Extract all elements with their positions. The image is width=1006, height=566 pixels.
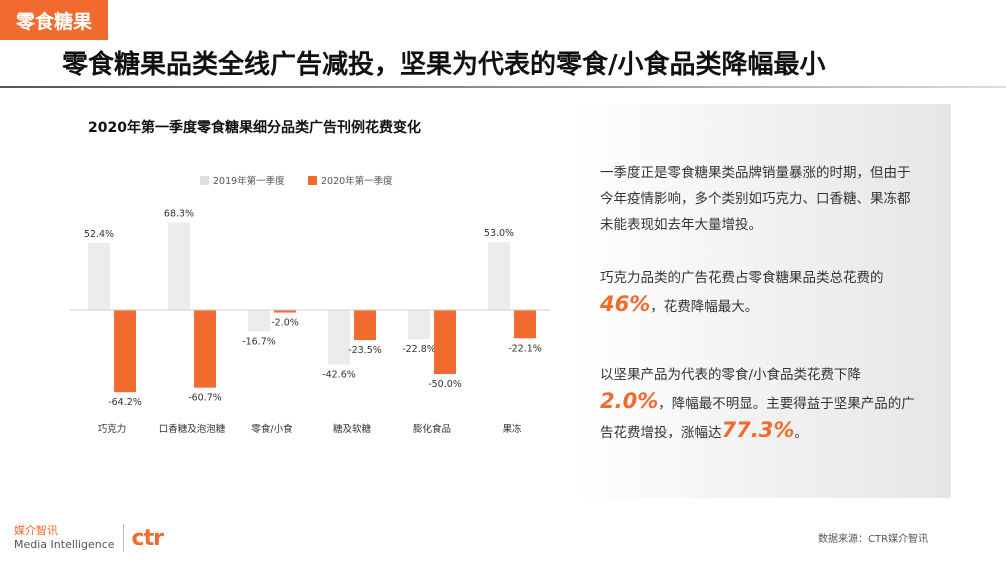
category-label-1: 口香糖及泡泡糖	[159, 423, 226, 435]
data-label-s0-2: -16.7%	[242, 336, 276, 347]
category-label-2: 零食/小食	[251, 423, 293, 435]
logo-en-text: Media Intelligence	[14, 538, 115, 551]
logo-mark: ctr	[131, 525, 164, 551]
note-paragraph-3: 以坚果产品为代表的零食/小食品类花费下降 2.0%，降幅最不明显。主要得益于坚果产…	[600, 362, 920, 446]
note-paragraph-1: 一季度正是零食糖果类品牌销量暴涨的时期，但由于今年疫情影响，多个类别如巧克力、口…	[600, 160, 920, 238]
note-2-highlight: 46%	[600, 292, 651, 316]
data-label-s1-1: -60.7%	[188, 393, 222, 404]
commentary-panel	[575, 104, 951, 498]
page-headline: 零食糖果品类全线广告减投，坚果为代表的零食/小食品类降幅最小	[62, 50, 826, 80]
category-label-5: 果冻	[502, 423, 522, 435]
bar-s1-2	[274, 310, 296, 313]
bar-s0-3	[328, 310, 350, 365]
note-3-highlight-1: 2.0%	[600, 389, 659, 413]
data-label-s1-5: -22.1%	[508, 343, 542, 354]
category-label-0: 巧克力	[98, 423, 127, 435]
note-2-text-pre: 巧克力品类的广告花费占零食糖果品类总花费的	[600, 270, 884, 286]
data-label-s1-2: -2.0%	[271, 318, 299, 329]
note-2-text-post: ，花费降幅最大。	[650, 299, 759, 315]
bar-s0-4	[408, 310, 430, 340]
data-label-s1-3: -23.5%	[348, 345, 382, 356]
note-3-text-mid: ，降幅最不明显。主要得益于坚果产品的广告花费增投，涨幅达	[600, 396, 915, 441]
data-label-s0-1: 68.3%	[164, 209, 194, 220]
legend-label-0: 2019年第一季度	[213, 175, 285, 187]
logo-separator	[122, 524, 124, 552]
note-3-text-post: 。	[794, 425, 808, 441]
data-label-s1-4: -50.0%	[428, 379, 462, 390]
chart-title: 2020年第一季度零食糖果细分品类广告刊例花费变化	[88, 120, 421, 136]
note-paragraph-2: 巧克力品类的广告花费占零食糖果品类总花费的 46%，花费降幅最大。	[600, 265, 920, 320]
bar-s1-5	[514, 310, 536, 339]
bar-chart: 2019年第一季度 2020年第一季度 52.4% -64.2% 巧克力 68.3% -60…	[70, 175, 550, 435]
data-label-s1-0: -64.2%	[108, 397, 142, 408]
data-label-s0-3: -42.6%	[322, 370, 356, 381]
bar-s1-0	[114, 310, 136, 393]
bar-s0-5	[488, 242, 510, 310]
bar-s0-1	[168, 222, 190, 310]
note-3-highlight-2: 77.3%	[721, 418, 795, 442]
bar-s1-4	[434, 310, 456, 374]
bar-s0-2	[248, 310, 270, 332]
data-source: 数据来源：CTR媒介智讯	[818, 534, 929, 545]
legend-swatch-1	[308, 176, 317, 185]
legend-swatch-0	[200, 176, 209, 185]
category-label-3: 糖及软糖	[333, 423, 372, 435]
data-label-s0-5: 53.0%	[484, 228, 514, 239]
bar-s1-1	[194, 310, 216, 388]
bar-s1-3	[354, 310, 376, 341]
data-label-s0-0: 52.4%	[84, 229, 114, 240]
legend-label-1: 2020年第一季度	[321, 175, 393, 187]
note-1-text: 一季度正是零食糖果类品牌销量暴涨的时期，但由于今年疫情影响，多个类别如巧克力、口…	[600, 165, 911, 233]
logo-cn-text: 媒介智讯	[14, 524, 58, 537]
data-label-s0-4: -22.8%	[402, 344, 436, 355]
note-3-text-pre: 以坚果产品为代表的零食/小食品类花费下降	[600, 367, 862, 383]
ctr-logo: 媒介智讯 Media Intelligence ctr	[14, 520, 164, 556]
section-tag: 零食糖果	[0, 0, 108, 40]
bar-s0-0	[88, 242, 110, 310]
headline-divider	[0, 86, 1006, 88]
category-label-4: 膨化食品	[413, 423, 451, 435]
